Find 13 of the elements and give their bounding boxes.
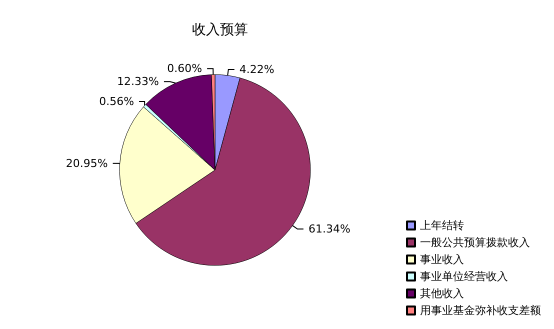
data-label: 4.22% xyxy=(239,62,274,76)
legend-label: 一般公共预算拨款收入 xyxy=(420,236,530,249)
legend-label: 上年结转 xyxy=(420,219,464,232)
data-label: 12.33% xyxy=(117,75,159,88)
data-label: 61.34% xyxy=(308,222,350,236)
legend-label: 事业单位经营收入 xyxy=(420,270,508,283)
data-label: 0.56% xyxy=(99,95,134,108)
legend-label: 用事业基金弥补收支差额 xyxy=(420,304,541,317)
data-label: 20.95% xyxy=(66,156,108,170)
chart-title: 收入预算 xyxy=(192,22,248,38)
legend-label: 其他收入 xyxy=(420,287,464,300)
legend-label: 事业收入 xyxy=(420,253,464,266)
data-label: 0.60% xyxy=(167,62,202,76)
